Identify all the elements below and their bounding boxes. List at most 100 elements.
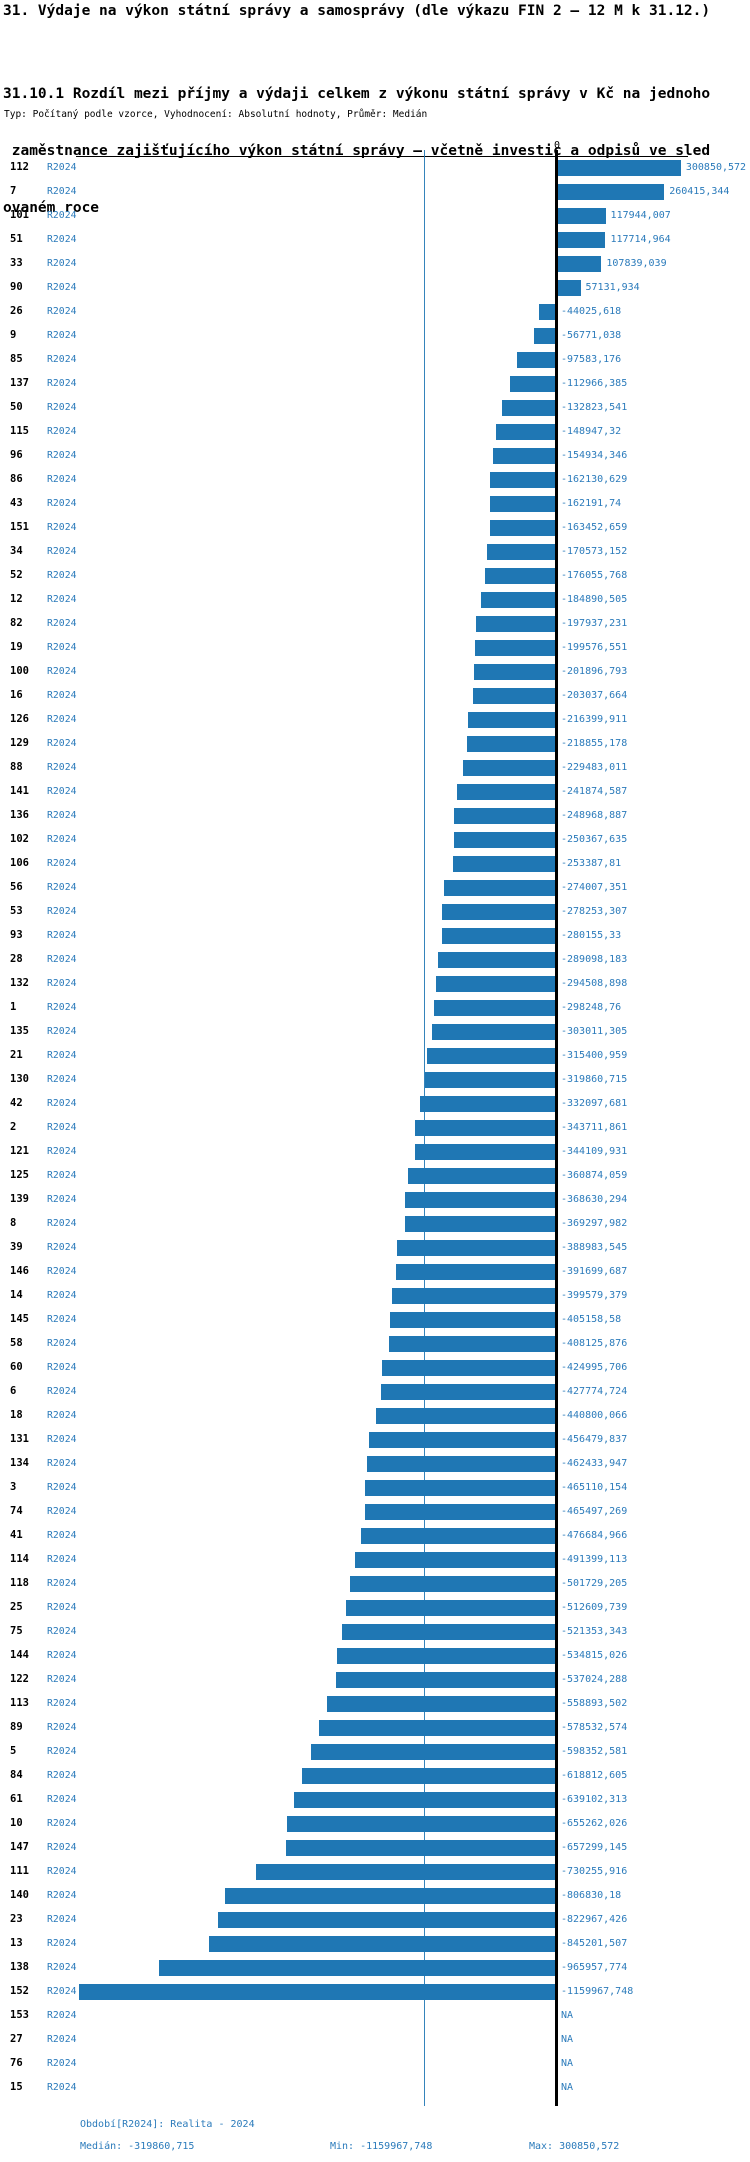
report-title: 31. Výdaje na výkon státní správy a samo…: [3, 3, 711, 19]
value-bar: [437, 952, 557, 968]
row-period-label: R2024: [47, 618, 77, 629]
value-label: -578532,574: [561, 1722, 628, 1733]
value-label: -44025,618: [561, 306, 622, 317]
value-bar: [408, 1168, 557, 1184]
value-bar: [557, 232, 606, 248]
value-bar: [495, 424, 557, 440]
value-label: -218855,178: [561, 738, 628, 749]
row-category-label: 6: [10, 1385, 17, 1397]
value-bar: [286, 1840, 557, 1856]
value-bar: [557, 184, 665, 200]
value-label: -319860,715: [561, 1074, 628, 1085]
row-period-label: R2024: [47, 1746, 77, 1757]
row-period-label: R2024: [47, 498, 77, 509]
value-bar: [369, 1432, 557, 1448]
value-label: -298248,76: [561, 1002, 622, 1013]
value-label: -501729,205: [561, 1578, 628, 1589]
row-period-label: R2024: [47, 1170, 77, 1181]
value-bar: [375, 1408, 557, 1424]
row-category-label: 3: [10, 1481, 17, 1493]
row-period-label: R2024: [47, 1338, 77, 1349]
value-label: -558893,502: [561, 1698, 628, 1709]
value-bar: [218, 1912, 557, 1928]
row-period-label: R2024: [47, 1698, 77, 1709]
value-label: -657299,145: [561, 1842, 628, 1853]
row-category-label: 141: [10, 785, 29, 797]
value-bar: [502, 400, 557, 416]
row-period-label: R2024: [47, 930, 77, 941]
row-category-label: 10: [10, 1817, 23, 1829]
report-subtitle: 31.10.1 Rozdíl mezi příjmy a výdaji celk…: [3, 47, 710, 256]
row-period-label: R2024: [47, 858, 77, 869]
value-label: -476684,966: [561, 1530, 628, 1541]
value-label: -427774,724: [561, 1386, 628, 1397]
row-category-label: 61: [10, 1793, 23, 1805]
value-bar: [420, 1096, 557, 1112]
row-category-label: 41: [10, 1529, 23, 1541]
row-category-label: 147: [10, 1841, 29, 1853]
row-period-label: R2024: [47, 522, 77, 533]
row-period-label: R2024: [47, 882, 77, 893]
value-bar: [444, 880, 557, 896]
row-period-label: R2024: [47, 978, 77, 989]
row-category-label: 146: [10, 1265, 29, 1277]
row-category-label: 100: [10, 665, 29, 677]
row-period-label: R2024: [47, 1626, 77, 1637]
value-bar: [326, 1696, 557, 1712]
value-label: NA: [561, 2082, 574, 2093]
value-label: -315400,959: [561, 1050, 628, 1061]
value-label: -344109,931: [561, 1146, 628, 1157]
median-line: [424, 150, 425, 2106]
value-label: -512609,739: [561, 1602, 628, 1613]
value-label: -405158,58: [561, 1314, 622, 1325]
row-category-label: 101: [10, 209, 29, 221]
value-label: 107839,039: [606, 258, 667, 269]
row-period-label: R2024: [47, 1578, 77, 1589]
meta-line: Typ: Počítaný podle vzorce, Vyhodnocení:…: [4, 109, 428, 120]
value-bar: [427, 1048, 557, 1064]
row-category-label: 7: [10, 185, 17, 197]
value-label: -369297,982: [561, 1218, 628, 1229]
x-axis-line: [76, 156, 688, 157]
value-label: -132823,541: [561, 402, 628, 413]
value-label: -1159967,748: [561, 1986, 634, 1997]
row-period-label: R2024: [47, 402, 77, 413]
row-period-label: R2024: [47, 1314, 77, 1325]
value-label: -203037,664: [561, 690, 628, 701]
zero-tick-label: 0: [553, 140, 561, 151]
row-category-label: 121: [10, 1145, 29, 1157]
row-category-label: 151: [10, 521, 29, 533]
value-label: -537024,288: [561, 1674, 628, 1685]
row-category-label: 34: [10, 545, 23, 557]
row-category-label: 13: [10, 1937, 23, 1949]
row-category-label: 42: [10, 1097, 23, 1109]
row-period-label: R2024: [47, 1986, 77, 1997]
value-label: -462433,947: [561, 1458, 628, 1469]
value-bar: [516, 352, 557, 368]
value-label: 117944,007: [610, 210, 671, 221]
value-label: -360874,059: [561, 1170, 628, 1181]
value-label: -280155,33: [561, 930, 622, 941]
value-bar: [365, 1504, 557, 1520]
row-period-label: R2024: [47, 1770, 77, 1781]
row-category-label: 106: [10, 857, 29, 869]
row-period-label: R2024: [47, 1674, 77, 1685]
value-bar: [382, 1360, 557, 1376]
value-bar: [208, 1936, 557, 1952]
row-category-label: 132: [10, 977, 29, 989]
row-category-label: 27: [10, 2033, 23, 2045]
row-category-label: 15: [10, 2081, 23, 2093]
value-label: -154934,346: [561, 450, 628, 461]
row-category-label: 140: [10, 1889, 29, 1901]
value-bar: [435, 976, 557, 992]
row-period-label: R2024: [47, 282, 77, 293]
value-bar: [159, 1960, 557, 1976]
row-period-label: R2024: [47, 1290, 77, 1301]
value-bar: [310, 1744, 557, 1760]
value-label: 117714,964: [610, 234, 671, 245]
value-bar: [454, 808, 557, 824]
value-bar: [287, 1816, 557, 1832]
row-category-label: 145: [10, 1313, 29, 1325]
row-period-label: R2024: [47, 1194, 77, 1205]
